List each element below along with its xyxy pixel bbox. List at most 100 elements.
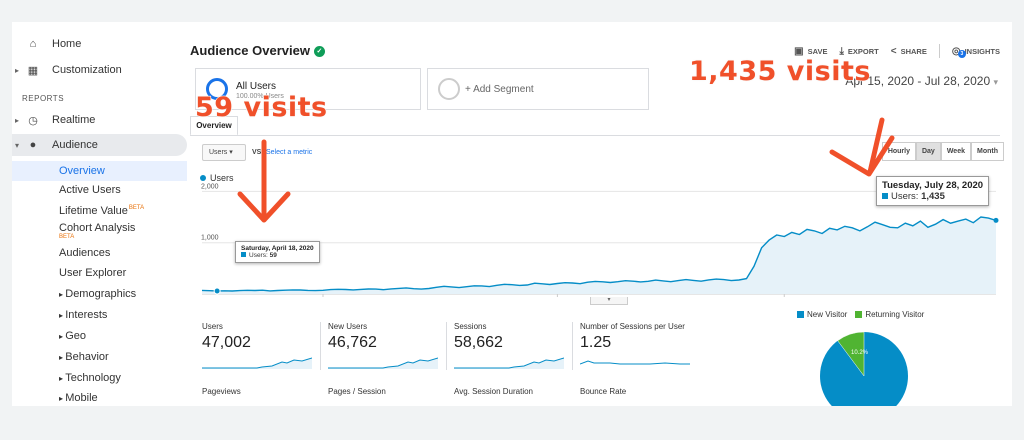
y-tick-label: 1,000 — [201, 235, 219, 242]
sidebar-item-audience[interactable]: ▾ ● Audience — [12, 134, 187, 156]
save-button[interactable]: ▣ SAVE — [794, 45, 828, 57]
sidebar-item-mobile[interactable]: ▸ Mobile — [59, 392, 98, 404]
sidebar-item-interests[interactable]: ▸ Interests — [59, 309, 108, 321]
sidebar-item-customization[interactable]: ▸ ▦ Customization — [12, 59, 187, 81]
y-tick-label: 2,000 — [201, 183, 219, 190]
granularity-toggle: Hourly Day Week Month — [881, 142, 1004, 161]
chart-resize-handle[interactable]: ▾ — [590, 297, 628, 305]
sidebar-item-cohort-analysis[interactable]: Cohort Analysis — [59, 222, 136, 234]
select-metric-link[interactable]: Select a metric — [266, 149, 313, 156]
stat-pages-per-session-label[interactable]: Pages / Session — [328, 387, 386, 396]
tab-divider — [190, 135, 1000, 136]
vs-label: VS. — [252, 149, 264, 156]
caret-down-icon: ▾ — [14, 140, 19, 150]
area-fill — [202, 217, 996, 294]
insights-icon: ◎ 3 — [952, 46, 966, 58]
sidebar-item-lifetime-value[interactable]: Lifetime ValueBETA — [59, 205, 145, 217]
sidebar-item-overview[interactable]: Overview — [12, 161, 187, 181]
segment-all-users[interactable]: All Users 100.00% Users — [195, 68, 421, 110]
grid-icon: ▦ — [27, 64, 39, 77]
sessions-per-user-sparkline — [580, 360, 690, 365]
data-point-apr-18[interactable] — [213, 287, 221, 295]
stat-divider — [572, 322, 573, 370]
home-icon: ⌂ — [29, 38, 37, 50]
stat-pageviews-label[interactable]: Pageviews — [202, 387, 241, 396]
page-title: Audience Overview ✓ — [190, 43, 325, 58]
tooltip-april-18: Saturday, April 18, 2020 Users: 59 — [235, 241, 320, 263]
sidebar-item-behavior[interactable]: ▸ Behavior — [59, 351, 109, 363]
caret-right-icon: ▸ — [59, 394, 66, 403]
pie-legend: New Visitor Returning Visitor — [797, 310, 924, 319]
beta-badge: BETA — [59, 234, 75, 240]
date-range-picker[interactable]: Apr 15, 2020 - Jul 28, 2020 ▾ — [845, 74, 998, 88]
stat-bounce-rate-label[interactable]: Bounce Rate — [580, 387, 627, 396]
caret-right-icon: ▸ — [59, 311, 66, 320]
pie-slice-returning-visitor[interactable] — [837, 331, 865, 377]
annotation-1435-visits: 1,435 visits — [688, 55, 871, 87]
sidebar: ⌂ Home ▸ ▦ Customization REPORTS ▸ ◷ Rea… — [12, 22, 187, 406]
arrowhead-right — [829, 135, 895, 177]
series-square-icon — [882, 193, 888, 199]
segment-circle-icon — [206, 78, 228, 100]
save-icon: ▣ — [794, 45, 804, 57]
sidebar-item-geo[interactable]: ▸ Geo — [59, 330, 87, 342]
dropdown-arrow-icon: ▾ — [229, 149, 233, 156]
arrowhead-left — [237, 191, 291, 223]
visitor-type-pie-chart[interactable]: 10.2% — [820, 328, 920, 406]
caret-right-icon: ▸ — [14, 115, 19, 125]
sidebar-item-technology[interactable]: ▸ Technology — [59, 372, 121, 384]
tooltip-july-28: Tuesday, July 28, 2020 Users: 1,435 — [876, 176, 990, 206]
granularity-week[interactable]: Week — [940, 142, 971, 161]
stat-new-users[interactable]: New Users 46,762 — [328, 322, 446, 369]
granularity-day[interactable]: Day — [915, 142, 941, 161]
sidebar-item-realtime[interactable]: ▸ ◷ Realtime — [12, 109, 187, 131]
reports-header: REPORTS — [22, 94, 65, 103]
legend-swatch — [855, 311, 863, 318]
sidebar-item-audiences[interactable]: Audiences — [59, 247, 111, 259]
stat-divider — [320, 322, 321, 370]
stat-users[interactable]: Users 47,002 — [202, 322, 320, 369]
export-button[interactable]: ⤓ EXPORT — [839, 45, 879, 57]
legend-swatch — [797, 311, 804, 318]
annotation-arrows — [237, 117, 895, 223]
main-panel: Audience Overview ✓ ▣ SAVE ⤓ EXPORT < SHARE … — [190, 22, 1012, 406]
caret-right-icon: ▸ — [59, 290, 66, 299]
caret-right-icon: ▸ — [59, 332, 66, 341]
sidebar-item-demographics[interactable]: ▸ Demographics — [59, 288, 137, 300]
clock-icon: ◷ — [28, 114, 38, 127]
stat-sessions[interactable]: Sessions 58,662 — [454, 322, 572, 369]
data-point-jul-28[interactable] — [993, 217, 999, 223]
empty-segment-circle-icon — [438, 78, 460, 100]
pie-legend-returning-visitor: Returning Visitor — [855, 310, 924, 319]
analytics-window: ⌂ Home ▸ ▦ Customization REPORTS ▸ ◷ Rea… — [12, 22, 1012, 406]
stat-sessions-per-user[interactable]: Number of Sessions per User 1.25 — [580, 322, 710, 369]
annotation-59-visits: 59 visits — [194, 91, 328, 123]
insights-button[interactable]: ◎ 3 INSIGHTS — [951, 45, 1000, 58]
report-toolbar: ▣ SAVE ⤓ EXPORT < SHARE ◎ 3 INSIGHTS — [794, 44, 1000, 58]
series-square-icon — [241, 252, 246, 257]
series-color-dot — [200, 175, 206, 181]
stat-avg-session-duration-label[interactable]: Avg. Session Duration — [454, 387, 534, 396]
dropdown-arrow-icon: ▾ — [993, 77, 998, 87]
share-button[interactable]: < SHARE — [890, 45, 927, 57]
granularity-month[interactable]: Month — [971, 142, 1004, 161]
chart-legend: Users — [200, 173, 234, 183]
stat-divider — [446, 322, 447, 370]
pie-slice-label: 10.2% — [851, 350, 869, 356]
granularity-hourly[interactable]: Hourly — [881, 142, 916, 161]
share-icon: < — [890, 45, 897, 57]
verified-check-icon: ✓ — [313, 46, 325, 58]
sidebar-item-active-users[interactable]: Active Users — [59, 184, 121, 196]
new-users-sparkline — [328, 357, 438, 369]
pie-legend-new-visitor: New Visitor — [797, 310, 847, 319]
person-icon: ● — [29, 139, 37, 151]
export-icon: ⤓ — [839, 45, 844, 57]
caret-right-icon: ▸ — [14, 65, 19, 75]
arrow-down-right — [867, 117, 885, 175]
add-segment-button[interactable]: + Add Segment — [427, 68, 649, 110]
metric-select[interactable]: Users ▾ — [202, 144, 246, 161]
beta-badge: BETA — [128, 205, 145, 212]
sidebar-item-user-explorer[interactable]: User Explorer — [59, 267, 127, 279]
sidebar-item-home[interactable]: ⌂ Home — [12, 33, 187, 55]
